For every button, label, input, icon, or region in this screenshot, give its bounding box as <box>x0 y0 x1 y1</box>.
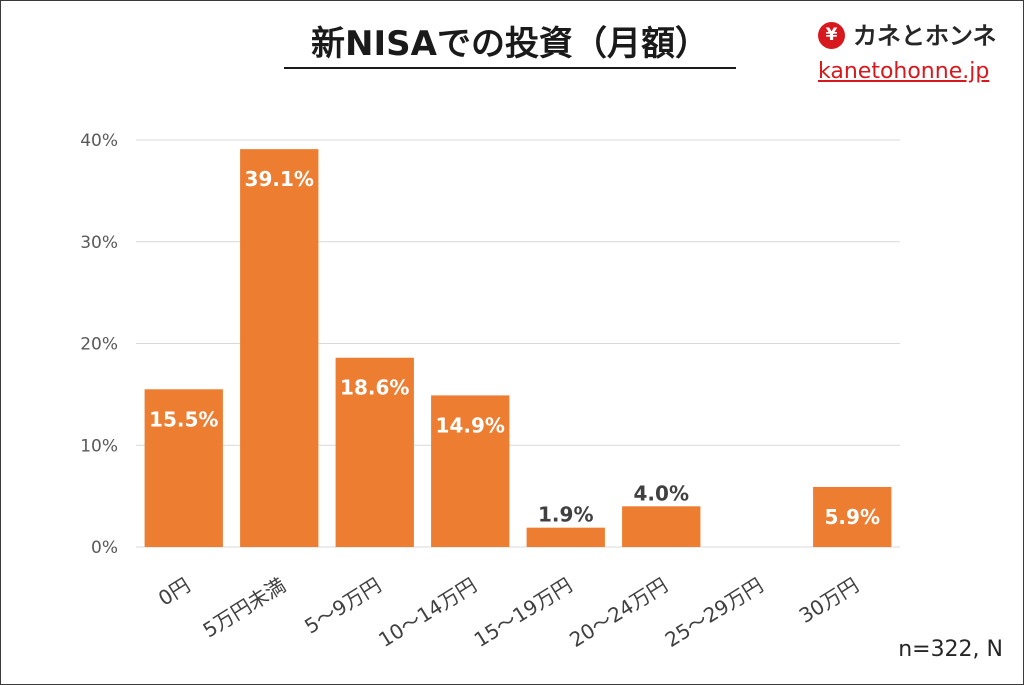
bar-6 <box>622 506 701 547</box>
data-label-2: 39.1% <box>245 167 314 191</box>
y-tick-label-5: 40% <box>80 131 118 151</box>
brand-name: カネとホンネ <box>853 22 997 50</box>
y-tick-label-4: 30% <box>80 233 118 253</box>
bar-1 <box>144 389 223 547</box>
bar-8 <box>813 486 892 547</box>
sample-size-note: n=322, N <box>898 637 1003 662</box>
x-tick-label-4: 10～14万円 <box>374 573 481 652</box>
bar-2 <box>240 149 319 547</box>
data-label-5: 1.9% <box>538 503 593 527</box>
y-tick-label-3: 20% <box>80 335 118 355</box>
x-tick-label-2: 5万円未満 <box>199 573 290 642</box>
bar-4 <box>431 395 510 547</box>
x-tick-label-5: 15～19万円 <box>470 573 577 652</box>
y-tick-label-1: 0% <box>91 538 118 558</box>
x-tick-label-1: 0円 <box>154 573 194 611</box>
yen-icon: ¥ <box>818 22 845 49</box>
data-label-8: 5.9% <box>825 505 880 529</box>
y-tick-label-2: 10% <box>80 436 118 456</box>
data-label-1: 15.5% <box>149 407 218 431</box>
x-tick-label-6: 20～24万円 <box>565 573 672 652</box>
x-tick-label-7: 25～29万円 <box>661 573 768 652</box>
bar-5 <box>526 527 605 547</box>
data-label-6: 4.0% <box>634 481 689 505</box>
bar-3 <box>335 357 414 547</box>
x-tick-label-8: 30万円 <box>795 573 863 628</box>
x-tick-label-3: 5～9万円 <box>300 573 385 639</box>
chart-title: 新NISAでの投資（月額） <box>284 21 736 69</box>
site-link[interactable]: kanetohonne.jp <box>818 59 990 84</box>
data-label-4: 14.9% <box>436 413 505 437</box>
data-label-3: 18.6% <box>340 376 409 400</box>
